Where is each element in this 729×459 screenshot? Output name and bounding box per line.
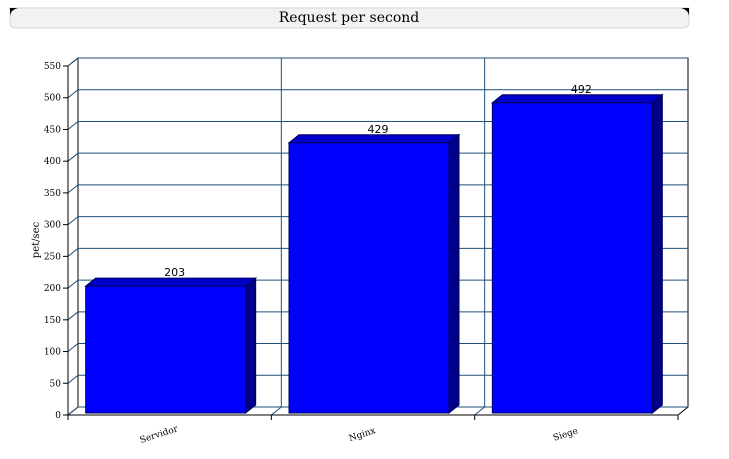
y-axis-tick-label: 550 bbox=[44, 62, 61, 72]
bar-top bbox=[84, 277, 258, 287]
gridline-y-side bbox=[67, 89, 79, 99]
chart-title-panel: Request per second bbox=[9, 7, 690, 29]
bar-side bbox=[651, 93, 663, 415]
gridline-y-side bbox=[67, 311, 79, 321]
bar-top bbox=[490, 94, 664, 104]
gridline-y-side bbox=[67, 121, 79, 130]
data-label: 492 bbox=[571, 83, 592, 96]
data-label: 429 bbox=[368, 123, 389, 136]
axes bbox=[63, 65, 679, 420]
y-axis-tick-label: 300 bbox=[44, 221, 61, 231]
data-label: 203 bbox=[164, 266, 185, 279]
bar-side bbox=[448, 133, 460, 415]
gridline-y-side bbox=[67, 406, 79, 416]
x-axis-tick-label: Servidor bbox=[139, 424, 180, 446]
y-axis-tick-label: 50 bbox=[50, 379, 62, 389]
bars bbox=[84, 93, 664, 415]
gridline-y-side bbox=[67, 279, 79, 289]
y-axis-tick-label: 150 bbox=[44, 316, 61, 326]
chart-title: Request per second bbox=[279, 10, 419, 26]
y-axis-tick-label: 200 bbox=[44, 284, 61, 294]
gridline-y-side bbox=[67, 216, 79, 226]
x-axis-tick-label: Nginx bbox=[348, 426, 377, 444]
y-axis-tick-label: 0 bbox=[55, 411, 61, 421]
title-panel-shadow bbox=[9, 7, 690, 29]
gridline-y-side bbox=[67, 152, 79, 162]
gridline-x-floor bbox=[474, 406, 485, 416]
title-panel-corner-left bbox=[10, 8, 18, 17]
bar-side bbox=[245, 277, 257, 415]
bar bbox=[85, 285, 247, 414]
x-axis-tick-label: Siege bbox=[552, 426, 579, 443]
floor-right-edge bbox=[677, 406, 689, 416]
gridline-y-side bbox=[67, 57, 79, 67]
gridline-y-side bbox=[67, 343, 79, 352]
gridline-y-side bbox=[67, 247, 79, 257]
y-axis-tick-label: 100 bbox=[44, 348, 61, 358]
y-axis-tick-label: 250 bbox=[44, 252, 61, 262]
bar bbox=[491, 102, 653, 414]
y-axis-tick-label: 500 bbox=[44, 94, 61, 104]
title-panel-corner-right bbox=[681, 8, 689, 17]
gridline-y-side bbox=[67, 374, 79, 384]
y-axis-label: pet/sec bbox=[31, 221, 42, 258]
gridline-y-side bbox=[67, 184, 79, 194]
y-axis-tick-label: 400 bbox=[44, 157, 61, 167]
y-axis-tick-label: 450 bbox=[44, 125, 61, 135]
bar-top bbox=[287, 134, 461, 144]
y-axis-tick-label: 350 bbox=[44, 189, 61, 199]
gridline-x-floor bbox=[271, 406, 282, 416]
bar bbox=[288, 142, 450, 414]
